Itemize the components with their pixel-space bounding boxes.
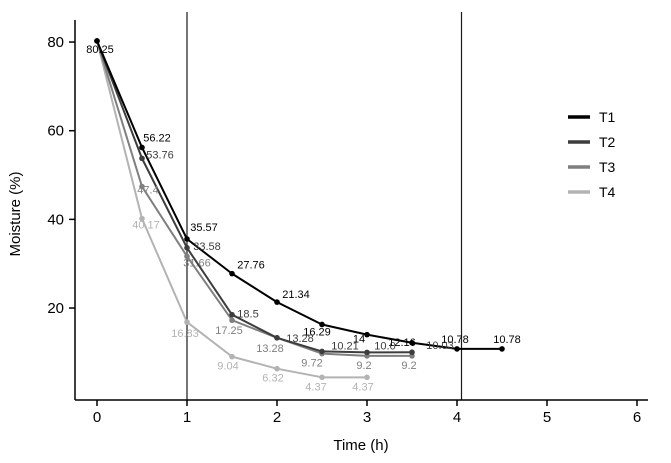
y-tick-label: 20 bbox=[47, 300, 64, 317]
legend-item-T3: T3 bbox=[568, 159, 616, 175]
data-point-label: 6.32 bbox=[262, 373, 283, 385]
legend-item-T4: T4 bbox=[568, 184, 616, 200]
data-point-label: 4.37 bbox=[305, 381, 326, 393]
data-point-label: 10.21 bbox=[331, 340, 359, 352]
data-point-label: 10.03 bbox=[426, 340, 454, 352]
y-tick-label: 40 bbox=[47, 211, 64, 228]
data-point bbox=[229, 317, 235, 324]
legend-item-T1: T1 bbox=[568, 109, 616, 125]
data-point-label: 10.78 bbox=[493, 334, 521, 346]
data-point-label: 18.5 bbox=[237, 309, 258, 321]
legend: T1 T2 T3 T4 bbox=[568, 109, 616, 200]
data-point-label: 10.78 bbox=[441, 334, 469, 346]
data-point-label: 12.16 bbox=[388, 337, 416, 349]
data-point bbox=[499, 346, 505, 352]
data-point-label: 9.2 bbox=[401, 360, 416, 372]
data-point-label: 27.76 bbox=[237, 260, 265, 272]
point-labels-T2: 53.76 33.58 18.5 13.28 10.21 10.0 10.03 bbox=[146, 149, 454, 352]
data-point bbox=[229, 311, 235, 318]
data-point bbox=[409, 339, 415, 346]
data-point-label: 14 bbox=[353, 334, 365, 346]
data-point-label: 9.2 bbox=[356, 360, 371, 372]
data-point bbox=[409, 349, 415, 356]
data-point-label: 47.4 bbox=[137, 185, 158, 197]
reference-vlines bbox=[186, 12, 463, 400]
data-point-label: 16.83 bbox=[171, 328, 199, 340]
legend-item-label: T3 bbox=[599, 159, 616, 175]
series-T2 bbox=[94, 38, 415, 356]
data-point bbox=[184, 245, 190, 251]
data-point bbox=[319, 374, 325, 381]
y-axis-title: Moisture (%) bbox=[7, 171, 24, 256]
data-point bbox=[229, 270, 235, 277]
data-point bbox=[319, 321, 325, 328]
x-tick-label: 3 bbox=[363, 409, 371, 426]
data-point bbox=[364, 349, 370, 356]
data-point-label: 40.17 bbox=[132, 220, 160, 232]
data-point bbox=[274, 335, 280, 341]
data-point-label: 33.58 bbox=[193, 241, 221, 253]
series-T1 bbox=[94, 38, 505, 352]
point-labels-T4: 40.17 16.83 9.04 6.32 4.37 4.37 bbox=[132, 220, 373, 394]
data-point-label: 56.22 bbox=[143, 132, 171, 144]
x-tick-label: 6 bbox=[633, 409, 641, 426]
y-axis-ticks: 20 40 60 80 bbox=[47, 34, 75, 317]
data-point bbox=[139, 144, 145, 151]
legend-item-label: T1 bbox=[599, 109, 616, 125]
y-tick-label: 60 bbox=[47, 123, 64, 140]
data-point-label: 21.34 bbox=[282, 289, 310, 301]
data-point bbox=[274, 299, 280, 305]
data-point-label: 17.25 bbox=[215, 325, 243, 337]
data-point bbox=[229, 353, 235, 360]
data-point bbox=[184, 236, 190, 242]
x-tick-label: 4 bbox=[453, 409, 461, 426]
data-point bbox=[364, 331, 370, 338]
axes bbox=[74, 20, 648, 401]
data-point bbox=[364, 374, 370, 381]
legend-item-T2: T2 bbox=[568, 134, 616, 150]
x-tick-label: 1 bbox=[183, 409, 191, 426]
legend-item-label: T2 bbox=[599, 134, 616, 150]
data-point bbox=[184, 253, 190, 260]
x-tick-label: 2 bbox=[273, 409, 281, 426]
data-point bbox=[274, 365, 280, 372]
legend-item-label: T4 bbox=[599, 184, 616, 200]
point-labels-T3: 47.4 31.66 17.25 13.28 9.72 9.2 9.2 bbox=[137, 185, 416, 372]
data-point-label: 13.28 bbox=[286, 333, 314, 345]
x-axis-title: Time (h) bbox=[333, 437, 388, 454]
data-point-label: 35.57 bbox=[190, 222, 218, 234]
data-point bbox=[139, 155, 145, 162]
data-point bbox=[139, 183, 145, 190]
data-point bbox=[319, 348, 325, 355]
data-point-label: 9.04 bbox=[217, 361, 238, 373]
x-axis-ticks: 0 1 2 3 4 5 6 bbox=[93, 400, 641, 426]
chart-layer: 20 40 60 80 0 1 2 3 4 5 6 80.25 56.22 35.57 27.76 21.34… bbox=[47, 12, 648, 426]
data-point-label: 9.72 bbox=[301, 358, 322, 370]
data-point bbox=[139, 215, 145, 222]
data-point bbox=[94, 38, 100, 44]
data-point-label: 4.37 bbox=[352, 381, 373, 393]
data-point-label: 53.76 bbox=[146, 149, 174, 161]
data-point bbox=[454, 346, 460, 352]
x-tick-label: 5 bbox=[543, 409, 551, 426]
data-point-label: 16.29 bbox=[303, 326, 331, 338]
data-point-label: 31.66 bbox=[183, 257, 211, 269]
x-tick-label: 0 bbox=[93, 409, 101, 426]
data-point bbox=[184, 319, 190, 325]
data-point-label: 80.25 bbox=[86, 44, 114, 56]
data-point-label: 10.0 bbox=[374, 340, 395, 352]
data-point-label: 13.28 bbox=[256, 343, 284, 355]
y-tick-label: 80 bbox=[47, 34, 64, 51]
